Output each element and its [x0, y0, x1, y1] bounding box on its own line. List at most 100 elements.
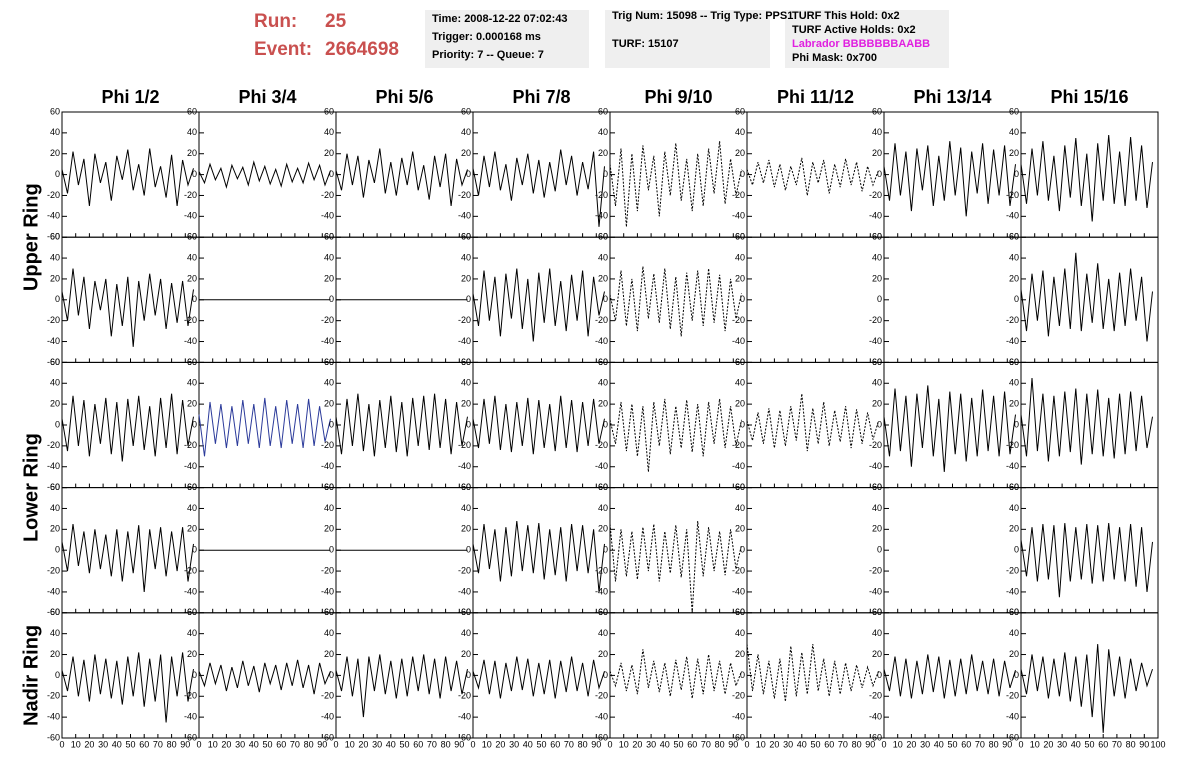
y-tick-label: 0	[1014, 419, 1019, 429]
y-tick-label: -20	[732, 691, 745, 701]
x-tick-label: 80	[852, 739, 862, 749]
y-tick-label: -20	[47, 315, 60, 325]
y-tick-label: 60	[461, 357, 471, 367]
y-tick-label: -20	[184, 565, 197, 575]
y-tick-label: 60	[461, 482, 471, 492]
y-tick-label: -60	[732, 357, 745, 367]
waveform	[472, 268, 605, 342]
y-tick-label: 0	[55, 419, 60, 429]
y-tick-label: 40	[1009, 252, 1019, 262]
y-tick-label: 40	[324, 378, 334, 388]
panel-frame	[746, 111, 885, 238]
y-tick-label: -20	[184, 440, 197, 450]
y-tick-label: 40	[1009, 378, 1019, 388]
y-tick-label: -40	[321, 461, 334, 471]
y-tick-label: 0	[877, 545, 882, 555]
waveform	[472, 149, 605, 227]
panel-frame	[198, 612, 337, 739]
y-tick-label: -40	[595, 586, 608, 596]
y-tick-label: 40	[872, 252, 882, 262]
y-tick-label: -60	[595, 607, 608, 617]
y-tick-label: 40	[50, 127, 60, 137]
y-tick-label: 0	[192, 545, 197, 555]
waveform	[198, 160, 331, 190]
column-header: Phi 9/10	[644, 87, 712, 107]
y-tick-label: -40	[595, 461, 608, 471]
y-tick-label: -20	[321, 315, 334, 325]
y-tick-label: 20	[1009, 524, 1019, 534]
y-tick-label: 40	[324, 628, 334, 638]
x-tick-label: 60	[139, 739, 149, 749]
x-tick-label: 60	[961, 739, 971, 749]
y-tick-label: 0	[740, 419, 745, 429]
x-tick-label: 70	[975, 739, 985, 749]
waveform	[883, 654, 1016, 699]
x-tick-label: 70	[427, 739, 437, 749]
x-tick-label: 20	[495, 739, 505, 749]
y-tick-label: -40	[458, 586, 471, 596]
y-tick-label: 0	[1014, 294, 1019, 304]
info-text: Trig Num: 15098 -- Trig Type: PPS1	[612, 10, 793, 22]
info-box	[605, 10, 770, 68]
y-tick-label: 20	[50, 649, 60, 659]
panel-frame	[883, 236, 1022, 363]
x-tick-label: 100	[1150, 739, 1165, 749]
y-tick-label: 0	[603, 419, 608, 429]
y-tick-label: 20	[50, 273, 60, 283]
y-tick-label: 60	[324, 357, 334, 367]
info-box	[785, 10, 949, 68]
x-tick-label: 50	[1084, 739, 1094, 749]
x-tick-label: 0	[59, 739, 64, 749]
y-tick-label: 60	[187, 106, 197, 116]
y-tick-label: 60	[461, 607, 471, 617]
x-tick-label: 30	[509, 739, 519, 749]
y-tick-label: 20	[50, 399, 60, 409]
y-tick-label: 60	[735, 482, 745, 492]
run-label: Run:	[254, 11, 297, 32]
y-tick-label: 60	[735, 232, 745, 242]
y-tick-label: 20	[50, 524, 60, 534]
x-tick-label: 0	[607, 739, 612, 749]
x-tick-label: 0	[881, 739, 886, 749]
y-tick-label: 40	[461, 628, 471, 638]
y-tick-label: -60	[732, 232, 745, 242]
y-tick-label: 40	[1009, 628, 1019, 638]
waveform	[1020, 523, 1153, 598]
y-tick-label: -60	[869, 482, 882, 492]
run-number: 25	[325, 11, 347, 32]
y-tick-label: 0	[55, 294, 60, 304]
x-tick-label: 0	[744, 739, 749, 749]
x-tick-label: 0	[470, 739, 475, 749]
y-tick-label: -60	[1006, 732, 1019, 742]
panel-frame	[61, 111, 200, 238]
waveform	[61, 393, 194, 462]
column-header: Phi 15/16	[1050, 87, 1128, 107]
y-tick-label: 0	[192, 670, 197, 680]
x-tick-label: 60	[687, 739, 697, 749]
panel-frame	[609, 487, 748, 614]
y-tick-label: 60	[50, 482, 60, 492]
y-tick-label: -60	[732, 482, 745, 492]
x-tick-label: 30	[920, 739, 930, 749]
x-tick-label: 80	[989, 739, 999, 749]
y-tick-label: 0	[603, 545, 608, 555]
y-tick-label: 60	[735, 106, 745, 116]
y-tick-label: 20	[1009, 399, 1019, 409]
y-tick-label: 20	[598, 148, 608, 158]
y-tick-label: -40	[47, 586, 60, 596]
y-tick-label: -40	[458, 336, 471, 346]
x-tick-label: 0	[1018, 739, 1023, 749]
event-label: Event:	[254, 39, 312, 60]
y-tick-label: 20	[735, 649, 745, 659]
y-tick-label: -20	[458, 315, 471, 325]
x-tick-label: 0	[196, 739, 201, 749]
x-tick-label: 70	[290, 739, 300, 749]
panel-frame	[609, 236, 748, 363]
y-tick-label: -60	[47, 607, 60, 617]
panel-frame	[1020, 111, 1159, 238]
y-tick-label: 0	[603, 294, 608, 304]
waveform	[198, 397, 331, 457]
y-tick-label: -60	[869, 357, 882, 367]
y-tick-label: 0	[192, 169, 197, 179]
